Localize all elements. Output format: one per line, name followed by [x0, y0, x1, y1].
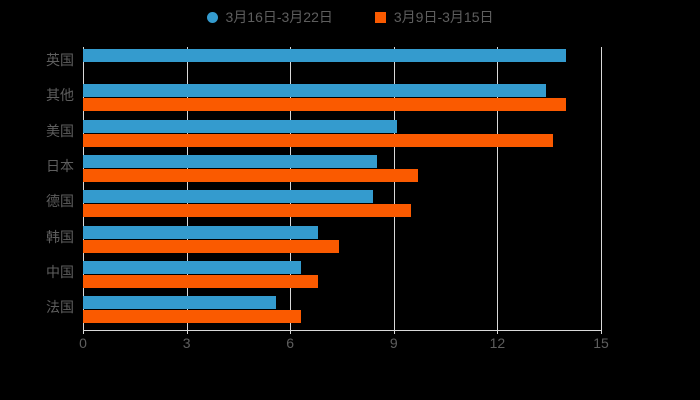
bar-series-b-7[interactable]: [83, 310, 301, 324]
bar-series-a-2[interactable]: [83, 119, 398, 133]
y-axis-label-7: 法国: [46, 299, 74, 315]
bar-group-7: [83, 294, 601, 329]
gridline-9: [393, 47, 395, 330]
x-axis-label-4: 12: [489, 335, 506, 351]
y-axis-labels: 英国 其他 美国 日本 德国 韩国 中国 法国: [0, 47, 74, 330]
x-axis-label-5: 15: [593, 335, 609, 351]
bar-group-2: [83, 118, 601, 153]
x-tick-mark-0: [83, 330, 84, 334]
legend-circle-marker-icon: [206, 11, 218, 23]
bar-group-0: [83, 47, 601, 82]
bar-series-a-0[interactable]: [83, 49, 567, 62]
bar-series-a-5[interactable]: [83, 225, 318, 239]
x-axis-line: [83, 330, 602, 331]
gridline-3: [186, 47, 188, 330]
x-tick-mark-12: [497, 330, 499, 334]
bar-series-b-5[interactable]: [83, 239, 339, 253]
bar-group-5: [83, 224, 601, 259]
y-axis-label-6: 中国: [46, 264, 74, 280]
bar-group-1: [83, 82, 601, 117]
x-axis-label-1: 3: [182, 335, 191, 351]
y-axis-line: [83, 47, 84, 330]
gridline-12: [497, 47, 499, 330]
bar-series-b-4[interactable]: [83, 204, 412, 218]
y-axis-label-5: 韩国: [46, 229, 74, 245]
y-axis-label-0: 英国: [46, 52, 74, 68]
bar-group-3: [83, 153, 601, 188]
legend-item-series-a[interactable]: 3月16日-3月22日: [206, 9, 333, 25]
x-axis-label-3: 9: [389, 335, 398, 351]
chart-legend: 3月16日-3月22日 3月9日-3月15日: [0, 4, 700, 30]
bar-series-b-1[interactable]: [83, 98, 567, 112]
bar-series-a-1[interactable]: [83, 84, 546, 98]
x-axis-label-2: 6: [286, 335, 295, 351]
legend-square-marker-icon: [374, 11, 386, 23]
bar-series-a-6[interactable]: [83, 260, 301, 274]
bar-series-a-3[interactable]: [83, 154, 377, 168]
y-axis-label-2: 美国: [46, 123, 74, 139]
legend-item-series-b[interactable]: 3月9日-3月15日: [374, 9, 494, 25]
x-tick-mark-6: [290, 330, 292, 334]
legend-label-series-a: 3月16日-3月22日: [225, 9, 333, 25]
x-axis-labels: 0 3 6 9 12 15: [79, 335, 609, 356]
plot-area: [83, 47, 602, 334]
bar-series-a-7[interactable]: [83, 296, 277, 310]
legend-label-series-b: 3月9日-3月15日: [393, 9, 494, 25]
y-axis-label-4: 德国: [46, 193, 74, 209]
bar-series-b-2[interactable]: [83, 133, 553, 147]
y-axis-label-1: 其他: [46, 87, 74, 103]
x-tick-mark-3: [186, 330, 188, 334]
gridline-6: [290, 47, 292, 330]
y-axis-label-3: 日本: [46, 158, 74, 174]
bar-group-6: [83, 259, 601, 294]
x-tick-mark-9: [393, 330, 395, 334]
bar-group-4: [83, 188, 601, 223]
bar-series-b-6[interactable]: [83, 274, 318, 288]
bar-series-a-4[interactable]: [83, 190, 374, 204]
x-axis-label-0: 0: [79, 335, 87, 351]
x-tick-mark-15: [601, 330, 602, 334]
gridline-15: [601, 47, 602, 330]
bar-series-b-3[interactable]: [83, 168, 418, 182]
